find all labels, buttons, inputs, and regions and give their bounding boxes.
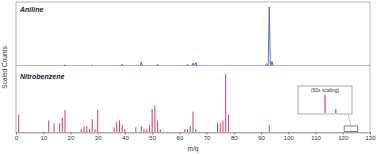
annotation: (50x scaling) bbox=[311, 87, 340, 93]
y-axis-title: Scaled Counts bbox=[1, 46, 8, 89]
x-tick-label: 20 bbox=[68, 135, 75, 141]
x-tick-label: 80 bbox=[231, 135, 238, 141]
x-tick-label: 110 bbox=[311, 135, 321, 141]
plot-frame bbox=[16, 2, 370, 133]
x-tick: 10 bbox=[40, 132, 47, 141]
x-tick: 80 bbox=[231, 132, 238, 141]
peak bbox=[92, 119, 93, 132]
peak bbox=[97, 110, 98, 132]
peak bbox=[48, 120, 49, 132]
x-tick-label: 50 bbox=[149, 135, 156, 141]
x-tick-mark bbox=[343, 132, 344, 135]
x-tick-mark bbox=[207, 132, 208, 135]
inset-frame bbox=[298, 86, 352, 114]
peak bbox=[193, 112, 194, 132]
peak bbox=[18, 115, 19, 132]
x-tick-mark bbox=[261, 132, 262, 135]
plot-area bbox=[16, 7, 370, 66]
peak bbox=[86, 126, 87, 132]
peak bbox=[89, 129, 90, 132]
peak bbox=[59, 123, 60, 132]
peak bbox=[160, 129, 161, 132]
peak bbox=[222, 120, 223, 132]
panel-title: Aniline bbox=[19, 6, 43, 13]
x-tick-mark bbox=[43, 132, 44, 135]
x-tick: 130 bbox=[365, 132, 376, 141]
peak bbox=[65, 110, 66, 132]
zoom-region bbox=[344, 126, 358, 132]
panel-title: Nitrobenzene bbox=[20, 73, 64, 80]
x-tick: 100 bbox=[284, 132, 295, 141]
peak bbox=[116, 122, 117, 132]
peak bbox=[225, 74, 226, 132]
x-tick: 0 bbox=[15, 132, 19, 141]
peak bbox=[94, 129, 95, 132]
x-tick-label: 40 bbox=[122, 135, 129, 141]
peak bbox=[190, 126, 191, 132]
peak bbox=[114, 127, 115, 132]
peak bbox=[81, 129, 82, 132]
x-tick-mark bbox=[152, 132, 153, 135]
peak bbox=[220, 123, 221, 132]
peak bbox=[157, 120, 158, 132]
inset-peak bbox=[324, 95, 325, 113]
x-tick-mark bbox=[234, 132, 235, 135]
inset-peak bbox=[335, 109, 336, 113]
peak bbox=[141, 126, 142, 132]
x-tick-label: 100 bbox=[284, 135, 295, 141]
zoom-connector bbox=[348, 114, 351, 126]
x-tick-mark bbox=[288, 132, 289, 135]
peak bbox=[228, 115, 229, 132]
inset-area bbox=[325, 95, 336, 113]
peak bbox=[54, 123, 55, 132]
x-tick-label: 120 bbox=[338, 135, 349, 141]
peak bbox=[152, 109, 153, 132]
peak bbox=[84, 126, 85, 132]
x-tick-label: 0 bbox=[15, 135, 19, 141]
x-axis: 0 10 20 30 40 50 60 70 80 90 100 110 120 130 bbox=[15, 132, 376, 141]
x-tick-label: 30 bbox=[95, 135, 102, 141]
x-tick-label: 90 bbox=[258, 135, 265, 141]
x-tick-mark bbox=[16, 132, 17, 135]
plot-area bbox=[19, 74, 354, 132]
x-tick-mark bbox=[370, 132, 371, 135]
x-tick-label: 60 bbox=[177, 135, 184, 141]
peak bbox=[195, 129, 196, 132]
x-tick-label: 70 bbox=[204, 135, 211, 141]
x-tick-mark bbox=[125, 132, 126, 135]
x-tick: 90 bbox=[258, 132, 265, 141]
x-tick: 40 bbox=[122, 132, 129, 141]
peak bbox=[146, 129, 147, 132]
peak bbox=[184, 129, 185, 132]
peak bbox=[269, 125, 270, 132]
peak bbox=[124, 129, 125, 132]
spectrum-line bbox=[16, 7, 370, 66]
peak bbox=[135, 127, 136, 132]
peak bbox=[187, 129, 188, 132]
x-axis-line bbox=[17, 133, 371, 135]
x-tick: 70 bbox=[204, 132, 211, 141]
x-tick-mark bbox=[179, 132, 180, 135]
x-tick-mark bbox=[70, 132, 71, 135]
peak bbox=[154, 106, 155, 132]
peak bbox=[149, 125, 150, 132]
x-tick-mark bbox=[316, 132, 317, 135]
x-tick: 110 bbox=[311, 132, 321, 141]
x-tick: 20 bbox=[68, 132, 75, 141]
x-tick: 120 bbox=[338, 132, 349, 141]
peak bbox=[143, 129, 144, 132]
peak bbox=[62, 118, 63, 133]
peak bbox=[119, 120, 120, 132]
peak bbox=[122, 125, 123, 132]
x-tick-mark bbox=[98, 132, 99, 135]
x-tick: 30 bbox=[95, 132, 102, 141]
x-tick-label: 10 bbox=[40, 135, 47, 141]
x-axis-title: m/q bbox=[188, 145, 199, 153]
peak bbox=[217, 123, 218, 132]
x-tick: 50 bbox=[149, 132, 156, 141]
x-tick-label: 130 bbox=[365, 135, 376, 141]
x-tick: 60 bbox=[177, 132, 184, 141]
chart: Aniline Scaled Counts Nitrobenzene 0 10 20 30 4… bbox=[0, 0, 378, 154]
